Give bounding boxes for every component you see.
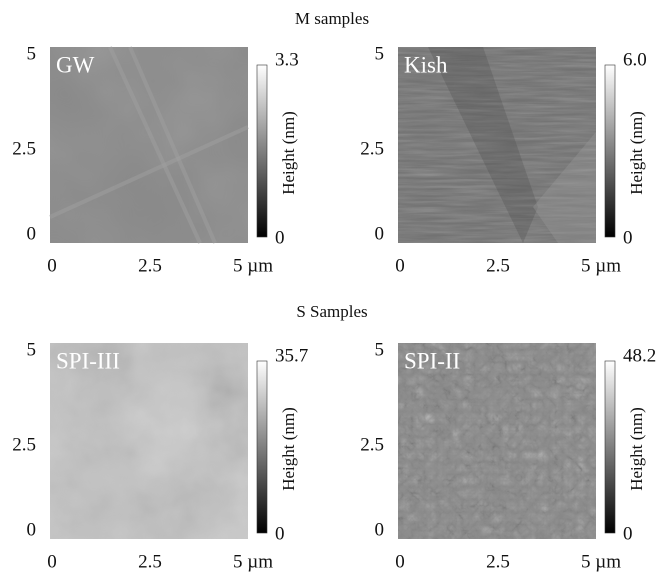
x-tick-label: 5 µm (233, 551, 273, 572)
y-tick-label: 2.5 (12, 138, 36, 159)
x-tick-label: 2.5 (486, 551, 510, 572)
y-tick-label: 0 (375, 223, 385, 244)
colorbar (256, 360, 268, 534)
streak (128, 46, 217, 244)
y-tick-label: 2.5 (12, 434, 36, 455)
colorbar (604, 360, 616, 534)
streak (49, 125, 249, 219)
x-tick-label: 0 (47, 551, 57, 572)
colorbar-min: 0 (623, 227, 633, 248)
colorbar-max: 48.2 (623, 345, 656, 366)
x-tick-label: 0 (47, 255, 57, 276)
section-title: M samples (295, 9, 369, 28)
colorbar-min: 0 (275, 227, 285, 248)
y-tick-label: 0 (375, 519, 385, 540)
y-tick-label: 5 (27, 43, 37, 64)
y-tick-label: 0 (27, 519, 37, 540)
colorbar-label: Height (nm) (279, 407, 298, 491)
panel-label: GW (56, 52, 95, 77)
y-tick-label: 5 (27, 339, 37, 360)
x-tick-label: 5 µm (581, 551, 621, 572)
y-tick-label: 2.5 (360, 138, 384, 159)
afm-texture (398, 47, 596, 243)
y-tick-label: 0 (27, 223, 37, 244)
panel-label: SPI-II (404, 348, 460, 373)
x-tick-label: 0 (395, 255, 405, 276)
x-tick-label: 0 (395, 551, 405, 572)
colorbar-max: 35.7 (275, 345, 308, 366)
colorbar-max: 6.0 (623, 49, 647, 70)
domain (533, 132, 596, 243)
x-tick-label: 5 µm (233, 255, 273, 276)
panel-label: Kish (404, 52, 448, 77)
colorbar-label: Height (nm) (279, 111, 298, 195)
y-tick-label: 5 (375, 339, 385, 360)
x-tick-label: 2.5 (486, 255, 510, 276)
x-tick-label: 2.5 (138, 551, 162, 572)
section-title: S Samples (296, 302, 367, 321)
afm-texture (398, 343, 596, 539)
afm-texture (50, 343, 248, 539)
colorbar-label: Height (nm) (627, 407, 646, 491)
x-tick-label: 2.5 (138, 255, 162, 276)
y-tick-label: 5 (375, 43, 385, 64)
panel-label: SPI-III (56, 348, 120, 373)
x-tick-label: 5 µm (581, 255, 621, 276)
y-tick-label: 2.5 (360, 434, 384, 455)
colorbar-max: 3.3 (275, 49, 299, 70)
domain (428, 47, 538, 243)
streak (108, 46, 202, 244)
colorbar-min: 0 (275, 523, 285, 544)
colorbar-label: Height (nm) (627, 111, 646, 195)
afm-texture (50, 47, 248, 243)
colorbar-min: 0 (623, 523, 633, 544)
colorbar (256, 64, 268, 238)
colorbar (604, 64, 616, 238)
